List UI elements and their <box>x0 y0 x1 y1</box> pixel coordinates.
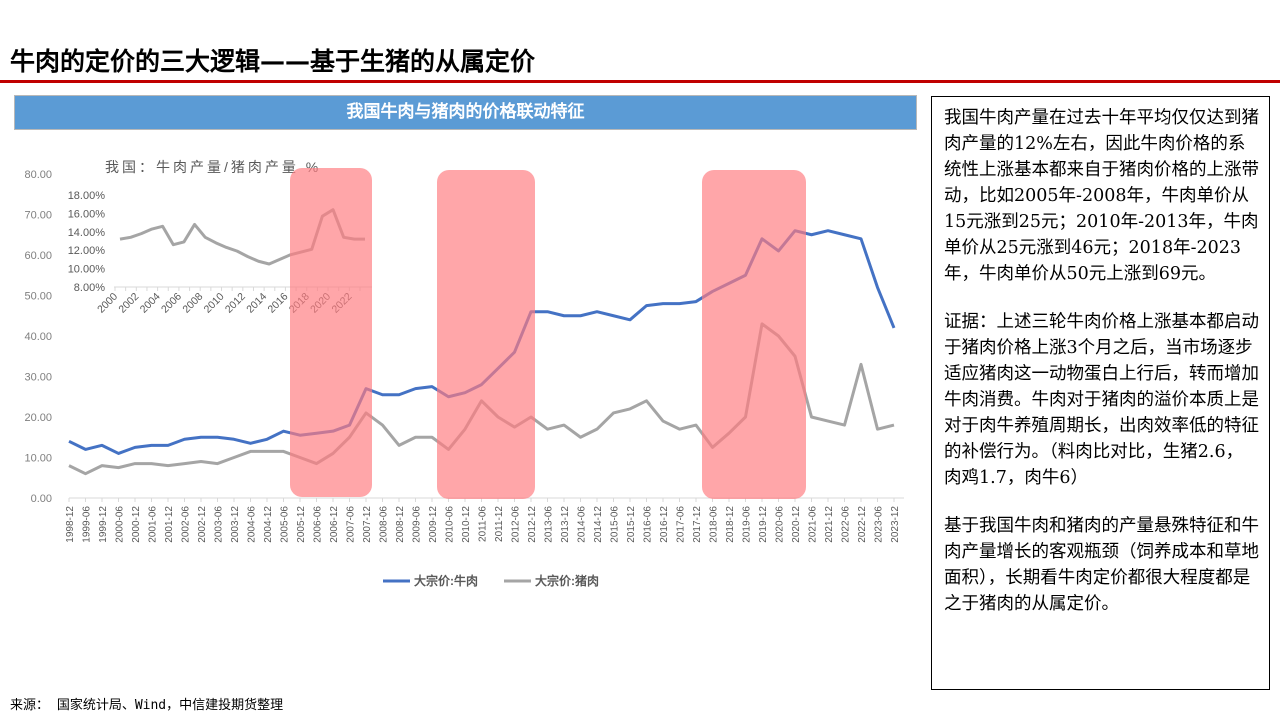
x-axis-label: 2018-12 <box>725 506 736 543</box>
y-axis-label: 60.00 <box>24 250 52 262</box>
x-axis-label: 2008-06 <box>379 506 390 543</box>
inset-x-axis-label: 2008 <box>180 291 205 316</box>
price-chart-svg: 0.00 10.00 20.00 30.00 40.00 50.00 60.00 70.00 8… <box>24 159 904 588</box>
x-axis-label: 2018-06 <box>709 506 720 543</box>
x-axis-label: 2013-12 <box>560 506 571 543</box>
x-axis-label: 2007-06 <box>346 506 357 543</box>
inset-x-axis-label: 2004 <box>138 291 163 316</box>
y-axis-label: 70.00 <box>24 210 52 222</box>
x-axis-label: 2006-06 <box>313 506 324 543</box>
x-axis-label: 2012-06 <box>511 506 522 543</box>
inset-y-axis-label: 16.00% <box>68 208 106 220</box>
highlight-period-2 <box>437 170 535 499</box>
x-axis-label: 2013-06 <box>544 506 555 543</box>
x-axis-label: 2008-12 <box>395 506 406 543</box>
inset-x-axis-label: 2000 <box>95 291 120 316</box>
x-axis-label: 2011-12 <box>494 506 505 542</box>
x-axis-label: 2019-12 <box>758 506 769 543</box>
x-axis-label: 1998-12 <box>65 506 76 543</box>
x-axis-label: 1999-12 <box>98 506 109 543</box>
y-axis-label: 20.00 <box>24 412 52 424</box>
x-axis-label: 2000-12 <box>131 506 142 543</box>
analysis-paragraph-2: 证据：上述三轮牛肉价格上涨基本都启动于猪肉价格上涨3个月之后，当市场逐步适应猪肉… <box>944 312 1259 488</box>
x-axis-label: 2012-12 <box>527 506 538 543</box>
title-divider <box>0 80 1280 83</box>
x-axis-label: 2020-06 <box>775 506 786 543</box>
x-axis-label: 2010-12 <box>461 506 472 543</box>
x-axis-label: 2015-06 <box>610 506 621 543</box>
x-axis-label: 2006-12 <box>329 506 340 543</box>
y-axis-label: 30.00 <box>24 372 52 384</box>
x-axis-label: 2017-12 <box>692 506 703 543</box>
x-axis-label: 2000-06 <box>115 506 126 543</box>
inset-y-axis-label: 14.00% <box>68 227 106 239</box>
x-axis-label: 2015-12 <box>626 506 637 543</box>
inset-y-axis-label: 8.00% <box>74 282 105 294</box>
y-axis-label: 50.00 <box>24 291 52 303</box>
analysis-paragraph-3: 基于我国牛肉和猪肉的产量悬殊特征和牛肉产量增长的客观瓶颈（饲养成本和草地面积），… <box>944 516 1259 614</box>
x-axis-label: 2023-06 <box>874 506 885 543</box>
x-axis-label: 2010-06 <box>445 506 456 543</box>
x-axis-label: 2009-12 <box>428 506 439 543</box>
inset-x-axis-label: 2006 <box>159 291 184 316</box>
inset-y-axis-label: 10.00% <box>68 264 106 276</box>
x-axis-label: 2014-12 <box>593 506 604 543</box>
page-title: 牛肉的定价的三大逻辑——基于生猪的从属定价 <box>10 47 536 76</box>
x-axis-label: 2016-12 <box>659 506 670 543</box>
legend-pork-label: 大宗价:猪肉 <box>535 573 599 588</box>
inset-x-axis-label: 2016 <box>266 291 291 316</box>
x-axis-label: 2003-12 <box>230 506 241 543</box>
x-axis-label: 2004-06 <box>247 506 258 543</box>
inset-x-axis-label: 2012 <box>223 291 248 316</box>
x-axis-label: 2004-12 <box>263 506 274 543</box>
y-axis-label: 0.00 <box>31 493 52 505</box>
x-axis-label: 2020-12 <box>791 506 802 543</box>
x-axis-label: 2022-12 <box>857 506 868 543</box>
x-axis-label: 2023-12 <box>890 506 901 543</box>
x-axis-label: 2001-12 <box>164 506 175 543</box>
x-axis-label: 2005-12 <box>296 506 307 543</box>
highlight-period-3 <box>702 170 806 499</box>
y-axis-label: 80.00 <box>24 169 52 181</box>
x-axis-label: 2019-06 <box>742 506 753 543</box>
x-axis-label: 2014-06 <box>577 506 588 543</box>
x-axis-label: 2016-06 <box>643 506 654 543</box>
inset-y-axis-label: 12.00% <box>68 245 106 257</box>
inset-x-axis-label: 2010 <box>202 291 227 316</box>
analysis-paragraph-1: 我国牛肉产量在过去十年平均仅仅达到猪肉产量的12%左右，因此牛肉价格的系统性上涨… <box>944 108 1259 284</box>
analysis-text-box: 我国牛肉产量在过去十年平均仅仅达到猪肉产量的12%左右，因此牛肉价格的系统性上涨… <box>931 96 1270 690</box>
x-axis-label: 2021-12 <box>824 506 835 543</box>
x-axis-label: 2002-06 <box>181 506 192 543</box>
x-axis-label: 2007-12 <box>362 506 373 543</box>
y-axis-label: 10.00 <box>24 453 52 465</box>
highlight-period-1 <box>290 168 372 497</box>
inset-x-axis-label: 2002 <box>116 291 141 316</box>
x-axis-label: 2005-06 <box>280 506 291 543</box>
x-axis-label: 1999-06 <box>82 506 93 543</box>
inset-x-axis-label: 2014 <box>244 291 269 316</box>
inset-y-axis-label: 18.00% <box>68 190 106 202</box>
x-axis-label: 2021-06 <box>808 506 819 543</box>
source-note: 来源： 国家统计局、Wind，中信建投期货整理 <box>10 698 284 713</box>
legend-beef-label: 大宗价:牛肉 <box>414 573 478 588</box>
x-axis-label: 2002-12 <box>197 506 208 543</box>
chart-banner-title: 我国牛肉与猪肉的价格联动特征 <box>14 95 917 130</box>
x-axis-label: 2017-06 <box>676 506 687 543</box>
y-axis-label: 40.00 <box>24 331 52 343</box>
x-axis-label: 2003-06 <box>214 506 225 543</box>
x-axis-label: 2009-06 <box>412 506 423 543</box>
inset-chart-title: 我国：牛肉产量/猪肉产量 % <box>105 159 321 175</box>
x-axis-label: 2011-06 <box>478 506 489 542</box>
x-axis-label: 2001-06 <box>148 506 159 543</box>
x-axis-label: 2022-06 <box>841 506 852 543</box>
price-chart: 0.00 10.00 20.00 30.00 40.00 50.00 60.00 70.00 8… <box>0 140 925 600</box>
